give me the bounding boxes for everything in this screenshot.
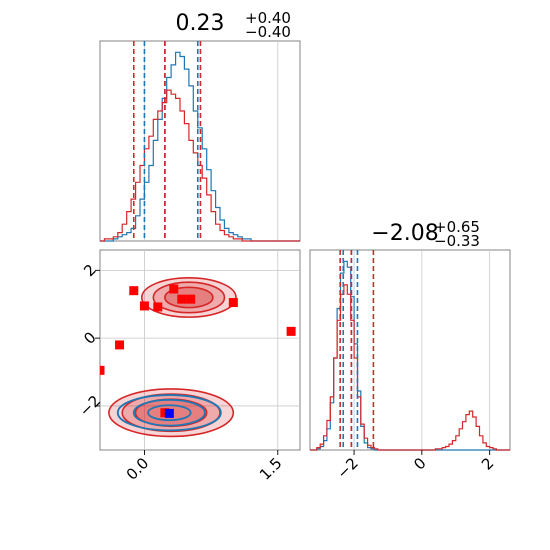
contour-blue-0-2: [147, 404, 192, 422]
point-red-2: [153, 302, 163, 312]
points-2d: [100, 284, 296, 418]
title-p1-sup: +0.40: [245, 9, 291, 27]
point-red-0: [129, 286, 139, 296]
panel-hist-p2: −2 0 2 −2.08 +0.65 −0.33: [309, 218, 511, 482]
x-tick-label-0: 0.0: [123, 454, 153, 484]
x-ticks-hist-p2: −2 0 2: [334, 450, 497, 482]
hist-step-red: [310, 284, 510, 451]
title-p2-main: −2.08: [371, 221, 438, 246]
point-red-9: [100, 365, 105, 375]
point-red-1: [139, 301, 149, 311]
title-p2-sub: −0.33: [434, 232, 480, 250]
point-red-6: [228, 298, 238, 308]
point-red-8: [115, 340, 125, 350]
title-p1-main: 0.23: [176, 11, 225, 36]
title-p2: −2.08: [371, 221, 438, 246]
x-ticks-2d: 0.0 1.5: [123, 450, 286, 484]
point-red-7: [286, 326, 296, 336]
panel-2d: 0.0 1.5 −202: [76, 249, 301, 484]
grid-2d: [100, 250, 300, 450]
x-tick-label-1: 0: [410, 454, 429, 473]
x-tick-label-0: −2: [334, 454, 362, 482]
x-tick-label-1: 1.5: [256, 454, 286, 484]
hist-step-red: [100, 89, 300, 242]
x-tick-label-2: 2: [478, 454, 497, 473]
histograms-p2: [310, 260, 510, 451]
point-red-4: [177, 294, 187, 304]
title-p2-sup: +0.65: [434, 218, 480, 236]
quantile-lines-p2: [339, 250, 375, 450]
panel-hist-p1: 0.23 +0.40 −0.40: [99, 9, 301, 242]
quantile-lines-p1: [132, 41, 202, 241]
point-red-3: [169, 284, 179, 294]
point-blue-0: [164, 408, 174, 418]
contour-blue-0-1: [132, 398, 206, 427]
point-red-5: [186, 294, 196, 304]
contour-blue-0-0: [116, 394, 222, 432]
title-p1: 0.23: [176, 11, 225, 36]
title-p1-sub: −0.40: [245, 23, 291, 41]
